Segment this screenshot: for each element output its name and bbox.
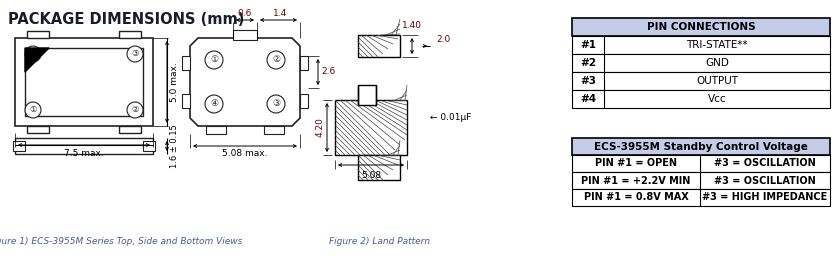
Text: 1.6 ± 0.15: 1.6 ± 0.15 bbox=[170, 124, 179, 168]
Circle shape bbox=[205, 51, 223, 69]
Text: ④: ④ bbox=[29, 49, 37, 58]
Bar bbox=[572, 155, 830, 172]
Bar bbox=[119, 31, 141, 38]
Text: 5.0 max.: 5.0 max. bbox=[170, 62, 179, 102]
Bar bbox=[143, 141, 155, 151]
Text: 7.5 max.: 7.5 max. bbox=[64, 149, 104, 158]
Bar bbox=[572, 138, 830, 155]
Text: ④: ④ bbox=[210, 99, 218, 108]
Bar bbox=[25, 48, 143, 116]
Bar bbox=[572, 54, 830, 72]
Text: ②: ② bbox=[272, 55, 280, 64]
Text: 1.4: 1.4 bbox=[273, 8, 287, 17]
Bar bbox=[358, 35, 400, 57]
Text: GND: GND bbox=[705, 58, 729, 68]
Circle shape bbox=[25, 102, 41, 118]
Text: 2.0: 2.0 bbox=[436, 35, 450, 44]
Bar bbox=[335, 100, 407, 155]
Bar bbox=[572, 36, 830, 54]
Circle shape bbox=[267, 95, 285, 113]
Bar bbox=[572, 172, 830, 189]
Text: Figure 2) Land Pattern: Figure 2) Land Pattern bbox=[329, 238, 431, 247]
Text: 0.6: 0.6 bbox=[238, 8, 252, 17]
Bar bbox=[27, 126, 49, 133]
Text: Vcc: Vcc bbox=[707, 94, 727, 104]
Text: ③: ③ bbox=[272, 99, 280, 108]
Text: PIN CONNECTIONS: PIN CONNECTIONS bbox=[647, 22, 755, 32]
Text: 1.40: 1.40 bbox=[402, 21, 422, 30]
Text: 2.6: 2.6 bbox=[321, 67, 335, 76]
Text: #3 = OSCILLATION: #3 = OSCILLATION bbox=[714, 176, 816, 185]
Text: PACKAGE DIMENSIONS (mm): PACKAGE DIMENSIONS (mm) bbox=[8, 12, 244, 27]
Bar bbox=[233, 30, 257, 40]
Circle shape bbox=[25, 46, 41, 62]
Bar bbox=[182, 56, 190, 70]
Circle shape bbox=[127, 102, 143, 118]
Text: PIN #1 = 0.8V MAX: PIN #1 = 0.8V MAX bbox=[584, 192, 688, 203]
Text: OUTPUT: OUTPUT bbox=[696, 76, 738, 86]
Circle shape bbox=[127, 46, 143, 62]
Text: TRI-STATE**: TRI-STATE** bbox=[686, 40, 748, 50]
Bar bbox=[206, 126, 226, 134]
Text: 4.20: 4.20 bbox=[316, 117, 325, 137]
Bar bbox=[300, 94, 308, 108]
Text: #1: #1 bbox=[580, 40, 596, 50]
Polygon shape bbox=[190, 38, 300, 126]
Bar bbox=[572, 18, 830, 36]
Text: #3 = OSCILLATION: #3 = OSCILLATION bbox=[714, 159, 816, 168]
Text: ①: ① bbox=[210, 55, 218, 64]
Text: ③: ③ bbox=[131, 49, 139, 58]
Bar bbox=[300, 56, 308, 70]
Text: ①: ① bbox=[29, 105, 37, 114]
Circle shape bbox=[205, 95, 223, 113]
Text: #4: #4 bbox=[580, 94, 596, 104]
Bar bbox=[15, 38, 153, 126]
Text: 5.08: 5.08 bbox=[361, 171, 381, 180]
Bar bbox=[572, 90, 830, 108]
Polygon shape bbox=[25, 48, 49, 72]
Text: #3 = HIGH IMPEDANCE: #3 = HIGH IMPEDANCE bbox=[702, 192, 827, 203]
Text: PIN #1 = +2.2V MIN: PIN #1 = +2.2V MIN bbox=[581, 176, 690, 185]
Bar bbox=[572, 189, 830, 206]
Bar bbox=[358, 85, 376, 105]
Text: ECS-3955M Standby Control Voltage: ECS-3955M Standby Control Voltage bbox=[594, 141, 808, 152]
Bar bbox=[572, 72, 830, 90]
Text: 5.08 max.: 5.08 max. bbox=[223, 150, 268, 159]
Bar bbox=[358, 155, 400, 180]
Bar bbox=[27, 31, 49, 38]
Bar bbox=[13, 141, 25, 151]
Text: PIN #1 = OPEN: PIN #1 = OPEN bbox=[595, 159, 677, 168]
Bar bbox=[264, 126, 284, 134]
Bar bbox=[15, 138, 153, 154]
Text: Figure 1) ECS-3955M Series Top, Side and Bottom Views: Figure 1) ECS-3955M Series Top, Side and… bbox=[0, 238, 242, 247]
Text: ← 0.01μF: ← 0.01μF bbox=[430, 114, 471, 123]
Circle shape bbox=[267, 51, 285, 69]
Text: #3: #3 bbox=[580, 76, 596, 86]
Text: ②: ② bbox=[131, 105, 139, 114]
Bar bbox=[182, 94, 190, 108]
Bar bbox=[119, 126, 141, 133]
Text: #2: #2 bbox=[580, 58, 596, 68]
